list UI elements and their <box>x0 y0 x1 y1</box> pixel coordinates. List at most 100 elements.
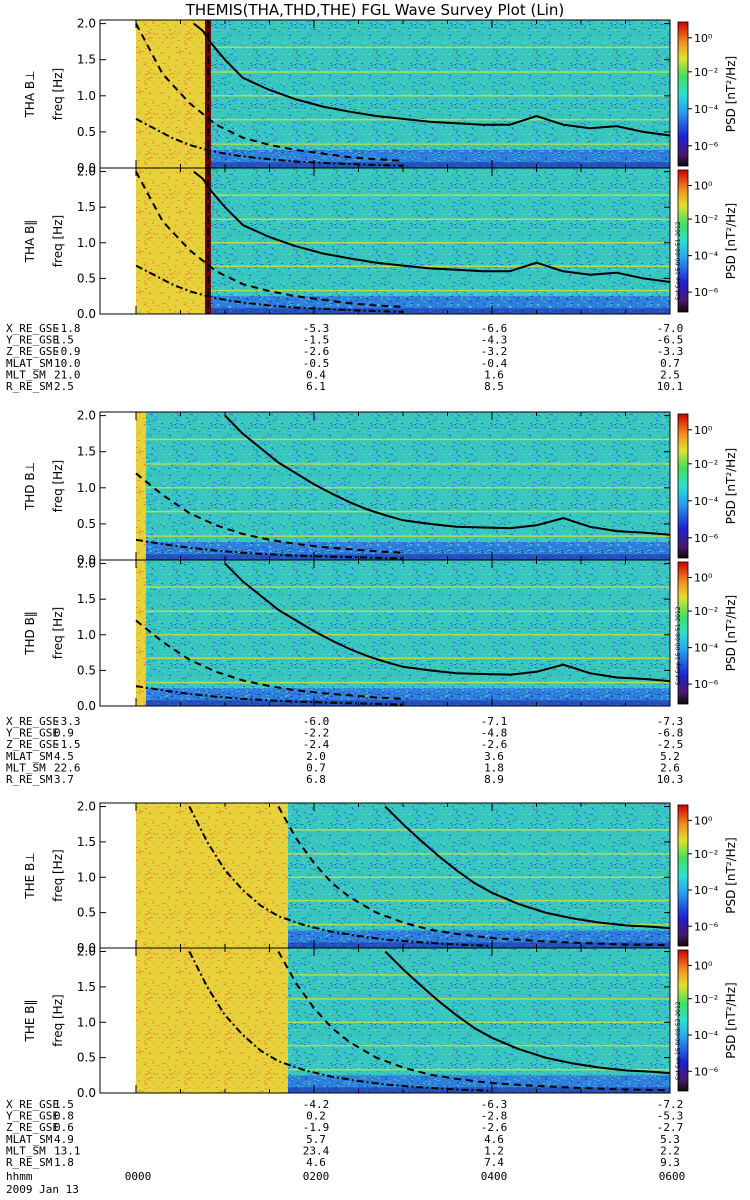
colorbar-tick-label: 10⁰ <box>694 32 713 45</box>
colorbar-tick-label: 10⁻⁶ <box>694 286 719 299</box>
ephemeris-value: -5.3 <box>303 322 330 335</box>
colorbar-label: PSD [nT²/Hz] <box>724 595 738 671</box>
colorbar-label: PSD [nT²/Hz] <box>724 203 738 279</box>
ephemeris-value: 10.0 <box>54 357 81 370</box>
ephemeris-label: X_RE_GSE <box>6 322 59 335</box>
ephemeris-value: -2.4 <box>303 738 330 751</box>
panel-ylabel: THD B‖ <box>23 611 37 656</box>
curve-solid <box>224 562 671 683</box>
freq-axis-label: freq [Hz] <box>51 849 65 901</box>
colorbar <box>677 413 689 559</box>
ephemeris-label: R_RE_SM <box>6 773 53 786</box>
curve-solid <box>224 414 671 536</box>
ephemeris-value: -1.5 <box>54 738 81 751</box>
ephemeris-value: 0.9 <box>54 727 74 740</box>
ephemeris-label: MLAT_SM <box>6 1133 53 1146</box>
ephemeris-value: -3.3 <box>657 345 684 358</box>
ephemeris-value: 22.6 <box>54 761 81 774</box>
y-tick-label: 2.0 <box>77 557 96 571</box>
colorbar-tick-label: 10⁻² <box>694 213 718 226</box>
ephemeris-label: R_RE_SM <box>6 380 53 393</box>
colorbar <box>677 561 689 705</box>
ephemeris-value: 5.3 <box>660 1133 680 1146</box>
ephemeris-value: 21.0 <box>54 368 81 381</box>
ephemeris-value: 1.2 <box>484 1144 504 1157</box>
spectrogram-cool-region <box>210 168 670 314</box>
spectrogram-warm-region <box>136 560 146 706</box>
ephemeris-label: Z_RE_GSE <box>6 345 59 358</box>
y-tick-label: 1.0 <box>77 89 96 103</box>
ephemeris-value: -7.1 <box>481 715 508 728</box>
ephemeris-value: 4.5 <box>54 750 74 763</box>
freq-axis-label: freq [Hz] <box>51 607 65 659</box>
ephemeris-value: -6.8 <box>657 727 684 740</box>
ephemeris-value: -7.0 <box>657 322 684 335</box>
colorbar-tick-label: 10⁰ <box>694 180 713 193</box>
curve-solid <box>384 950 671 1075</box>
spectrogram-low-band-dark <box>210 162 670 168</box>
time-tick-label: 0200 <box>303 1170 330 1183</box>
y-tick-label: 0.0 <box>77 553 96 567</box>
colorbar-tick-label: 10⁻⁶ <box>694 532 719 545</box>
ephemeris-value: 0.7 <box>660 357 680 370</box>
panel-3 <box>99 559 692 707</box>
ephemeris-value: -2.8 <box>481 1110 508 1123</box>
curve-dashed <box>135 23 404 162</box>
ephemeris-value: 1.5 <box>54 1098 74 1111</box>
ephemeris-value: -1.8 <box>54 322 81 335</box>
y-tick-label: 0.0 <box>77 307 96 321</box>
hhmm-label: hhmm <box>6 1170 33 1183</box>
spectrogram-cool-region <box>288 948 670 1093</box>
y-tick-label: 1.0 <box>77 628 96 642</box>
colorbar-tick-label: 10⁻⁴ <box>694 1029 719 1042</box>
freq-axis-label: freq [Hz] <box>51 994 65 1046</box>
colorbar-tick-label: 10⁻⁴ <box>694 495 719 508</box>
freq-axis-label: freq [Hz] <box>51 215 65 267</box>
ephemeris-value: -4.2 <box>303 1098 330 1111</box>
spectrogram-cool-region <box>146 412 670 560</box>
y-tick-label: 1.0 <box>77 1015 96 1029</box>
colorbar-tick-label: 10⁻⁴ <box>694 103 719 116</box>
spectrogram-cool-region <box>210 20 670 168</box>
ephemeris-value: 4.6 <box>306 1156 326 1169</box>
spectrogram-low-band-dark <box>146 700 670 706</box>
spectrogram-warm-region <box>136 412 146 560</box>
panel-1 <box>99 167 692 315</box>
ephemeris-value: 4.6 <box>484 1133 504 1146</box>
colorbar-tick-label: 10⁻² <box>694 848 718 861</box>
ephemeris-value: -1.9 <box>303 1121 330 1134</box>
ephemeris-value: 13.1 <box>54 1144 81 1157</box>
curve-dashdot <box>188 951 493 1092</box>
ephemeris-value: -2.2 <box>303 727 330 740</box>
y-tick-label: 0.5 <box>77 125 96 139</box>
timestamp-stamp: Sat Sep 15 00:08:51 2012 <box>675 221 682 300</box>
curve-dashed <box>135 472 404 554</box>
colorbar-tick-label: 10⁻⁶ <box>694 1065 719 1078</box>
curve-solid <box>193 22 671 137</box>
ephemeris-value: 6.8 <box>306 773 326 786</box>
spectrogram-low-band-dark <box>146 554 670 560</box>
ephemeris-label: MLAT_SM <box>6 357 53 370</box>
y-tick-label: 0.5 <box>77 1051 96 1065</box>
spectrogram-low-band-dark <box>210 308 670 314</box>
ephemeris-value: 7.4 <box>484 1156 504 1169</box>
time-tick-label: 0400 <box>481 1170 508 1183</box>
ephemeris-value: -5.3 <box>657 1110 684 1123</box>
colorbar-tick-label: 10⁰ <box>694 424 713 437</box>
ephemeris-value: -2.6 <box>303 345 330 358</box>
spectrogram-cool-region <box>288 803 670 948</box>
colorbar-tick-label: 10⁻⁴ <box>694 884 719 897</box>
panel-ylabel: THE B⊥ <box>23 852 37 899</box>
y-tick-label: 1.0 <box>77 870 96 884</box>
colorbar <box>677 949 689 1092</box>
ephemeris-value: 0.4 <box>306 368 326 381</box>
colorbar-tick-label: 10⁻⁶ <box>694 678 719 691</box>
ephemeris-value: -2.6 <box>481 1121 508 1134</box>
colorbar-tick-label: 10⁻⁴ <box>694 642 719 655</box>
time-tick-label: 0600 <box>659 1170 686 1183</box>
spectrogram-warm-region <box>136 20 210 168</box>
ephemeris-value: 3.7 <box>54 773 74 786</box>
ephemeris-value: 8.9 <box>484 773 504 786</box>
colorbar-tick-label: 10⁰ <box>694 572 713 585</box>
panel-5 <box>99 947 692 1094</box>
